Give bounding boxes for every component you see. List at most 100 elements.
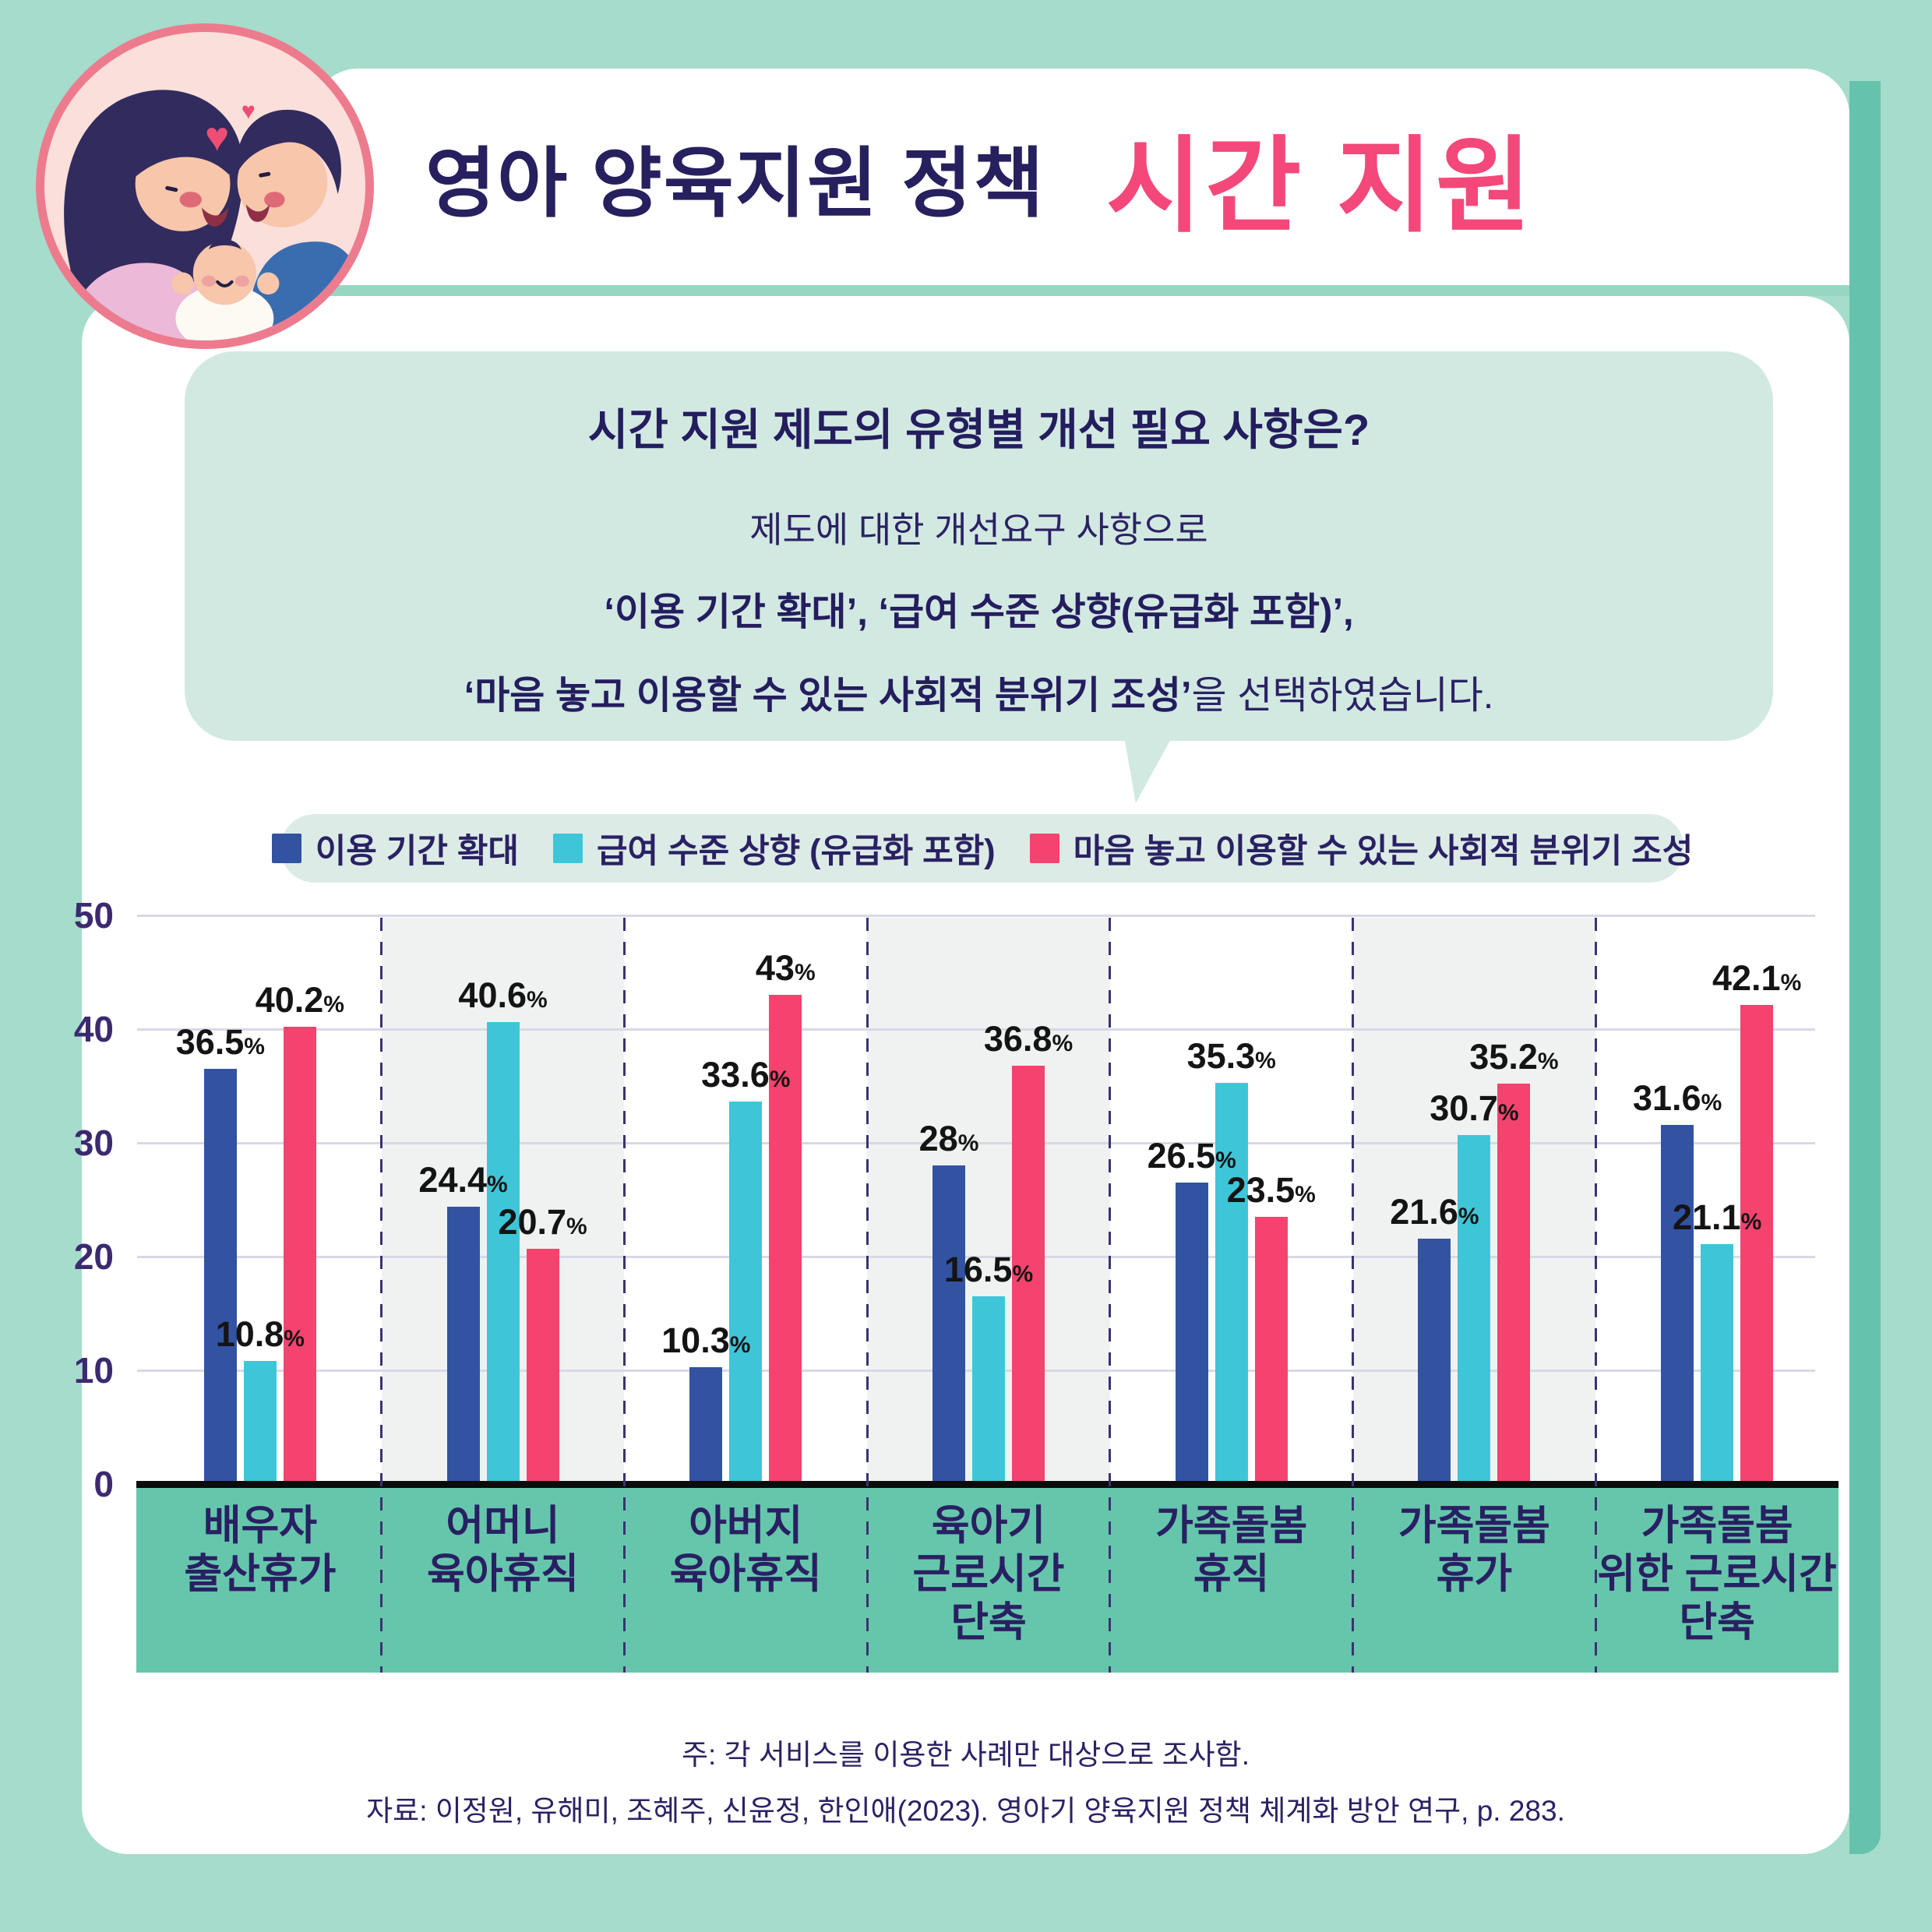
bubble-line-2: ‘이용 기간 확대’, ‘급여 수준 상향(유급화 포함)’,	[604, 591, 1354, 633]
bar-value-label: 36.5%	[150, 1022, 291, 1063]
category-label-line: 휴가	[1436, 1551, 1513, 1597]
group-separator	[1109, 918, 1112, 1673]
page-title: 영아 양육지원 정책	[425, 140, 1045, 226]
category-label-line: 육아휴직	[669, 1551, 822, 1597]
category-label-line: 단축	[1679, 1599, 1755, 1645]
bar-value: 36.5	[175, 1022, 245, 1063]
category-label-line: 육아휴직	[427, 1551, 580, 1597]
category-label: 어머니 육아휴직	[382, 1502, 625, 1599]
category-label: 육아기 근로시간 단축	[867, 1502, 1110, 1647]
bar-value-label: 28%	[879, 1119, 1019, 1159]
category-label-line: 어머니	[446, 1503, 560, 1549]
bar-value: 26.5	[1147, 1136, 1216, 1176]
legend-swatch-icon	[552, 834, 583, 863]
family-illustration: ♥ ♥	[36, 23, 374, 349]
bubble-line-1: 제도에 대한 개선요구 사항으로	[749, 509, 1208, 550]
bar	[1175, 1183, 1208, 1484]
bar-value-label: 10.8%	[190, 1314, 330, 1355]
y-axis-tick: 30	[73, 1123, 114, 1163]
speech-bubble: 시간 지원 제도의 유형별 개선 필요 사항은? 제도에 대한 개선요구 사항으…	[185, 351, 1773, 741]
bar-value: 35.3	[1186, 1035, 1256, 1076]
bar-value: 35.2	[1469, 1037, 1538, 1077]
gridline	[137, 1255, 1815, 1258]
bar-value-label: 16.5%	[918, 1250, 1059, 1290]
bar-value-label: 40.2%	[230, 980, 370, 1021]
page-title-highlight: 시간 지원	[1105, 129, 1535, 245]
category-band	[136, 1488, 1839, 1673]
bar-value: 20.7	[498, 1201, 567, 1242]
bar-value: 28	[918, 1119, 958, 1159]
bar-value: 30.7	[1430, 1088, 1498, 1128]
bar-value-unit: %	[1215, 1148, 1236, 1174]
bar-value: 40.6	[458, 975, 527, 1016]
bar-value: 36.8	[983, 1018, 1052, 1059]
category-label: 가족돌봄 휴직	[1110, 1502, 1353, 1599]
bar-value-label: 42.1%	[1687, 958, 1827, 999]
baby-body	[175, 284, 274, 340]
bar	[203, 1069, 237, 1484]
bar-value-unit: %	[769, 1066, 791, 1093]
legend-label: 이용 기간 확대	[315, 833, 519, 870]
baby-hair	[209, 239, 242, 250]
bar-value-unit: %	[1052, 1030, 1074, 1056]
y-axis-tick: 0	[93, 1464, 114, 1504]
dad-eye	[259, 171, 271, 178]
bar-value: 16.5	[943, 1250, 1013, 1290]
bar-value: 42.1	[1712, 958, 1781, 999]
bubble-line-3: ‘마음 놓고 이용할 수 있는 사회적 분위기 조성’을 선택하였습니다.	[464, 665, 1494, 720]
legend-item-2: 마음 놓고 이용할 수 있는 사회적 분위기 조성	[1029, 824, 1693, 873]
legend-label: 급여 수준 상향 (유급화 포함)	[596, 833, 996, 870]
card-shadow	[1849, 81, 1881, 1854]
x-axis-line	[136, 1481, 1839, 1488]
bar-value-unit: %	[1780, 970, 1802, 996]
bar	[243, 1361, 277, 1484]
bar-value: 10.3	[661, 1320, 730, 1360]
group-separator	[622, 918, 626, 1673]
dad-hair	[236, 109, 341, 195]
chart-legend: 이용 기간 확대 급여 수준 상향 (유급화 포함) 마음 놓고 이용할 수 있는 …	[271, 814, 1693, 883]
bar-value-label: 40.6%	[433, 975, 573, 1016]
bar-value: 10.8	[215, 1314, 284, 1355]
bar-value-unit: %	[527, 987, 548, 1014]
heart-icon: ♥	[205, 114, 229, 160]
footer-source: 자료: 이정원, 유해미, 조혜주, 신윤정, 한인애(2023). 영아기 양…	[366, 1795, 1565, 1827]
category-label-line: 가족돌봄	[1155, 1503, 1308, 1549]
mom-mouth	[201, 207, 229, 227]
baby-hand-left	[171, 272, 194, 295]
bar-value-unit: %	[323, 992, 344, 1018]
bar-value-unit: %	[1255, 1047, 1276, 1074]
bar-value-unit: %	[1458, 1203, 1479, 1229]
category-label-line: 휴직	[1193, 1551, 1270, 1597]
heart-icon-small: ♥	[242, 98, 256, 125]
chart-footer: 주: 각 서비스를 이용한 사례만 대상으로 조사함. 자료: 이정원, 유해미…	[82, 1731, 1849, 1829]
bar	[526, 1248, 559, 1484]
bar-value-label: 35.3%	[1162, 1036, 1302, 1077]
mom-blush	[179, 192, 202, 208]
category-label-line: 출산휴가	[184, 1551, 337, 1597]
category-label-line: 육아기	[931, 1503, 1046, 1549]
legend-swatch-icon	[271, 834, 301, 863]
bar-value-label: 43%	[715, 948, 855, 989]
bar-value-label: 26.5%	[1122, 1136, 1262, 1176]
bar-value-unit: %	[1537, 1049, 1559, 1075]
bar-value-label: 10.3%	[636, 1320, 776, 1361]
bar-value: 43	[755, 948, 795, 989]
bar-value-unit: %	[566, 1213, 587, 1239]
bar	[446, 1206, 480, 1484]
gridline	[137, 1028, 1815, 1031]
category-label-line: 단축	[950, 1599, 1027, 1645]
bar	[769, 995, 802, 1484]
bar-value-unit: %	[1295, 1181, 1316, 1208]
gridline	[137, 914, 1815, 917]
category-label-line: 배우자	[203, 1503, 317, 1549]
bar-value: 33.6	[701, 1055, 770, 1095]
bar-value: 23.5	[1226, 1169, 1296, 1210]
bar-value-unit: %	[794, 960, 816, 986]
legend-item-0: 이용 기간 확대	[271, 824, 519, 873]
category-label: 배우자 출산휴가	[139, 1502, 382, 1599]
bar	[1661, 1124, 1694, 1484]
mom-bangs	[133, 117, 233, 178]
bar-value-unit: %	[284, 1326, 305, 1352]
bar	[1701, 1243, 1734, 1484]
